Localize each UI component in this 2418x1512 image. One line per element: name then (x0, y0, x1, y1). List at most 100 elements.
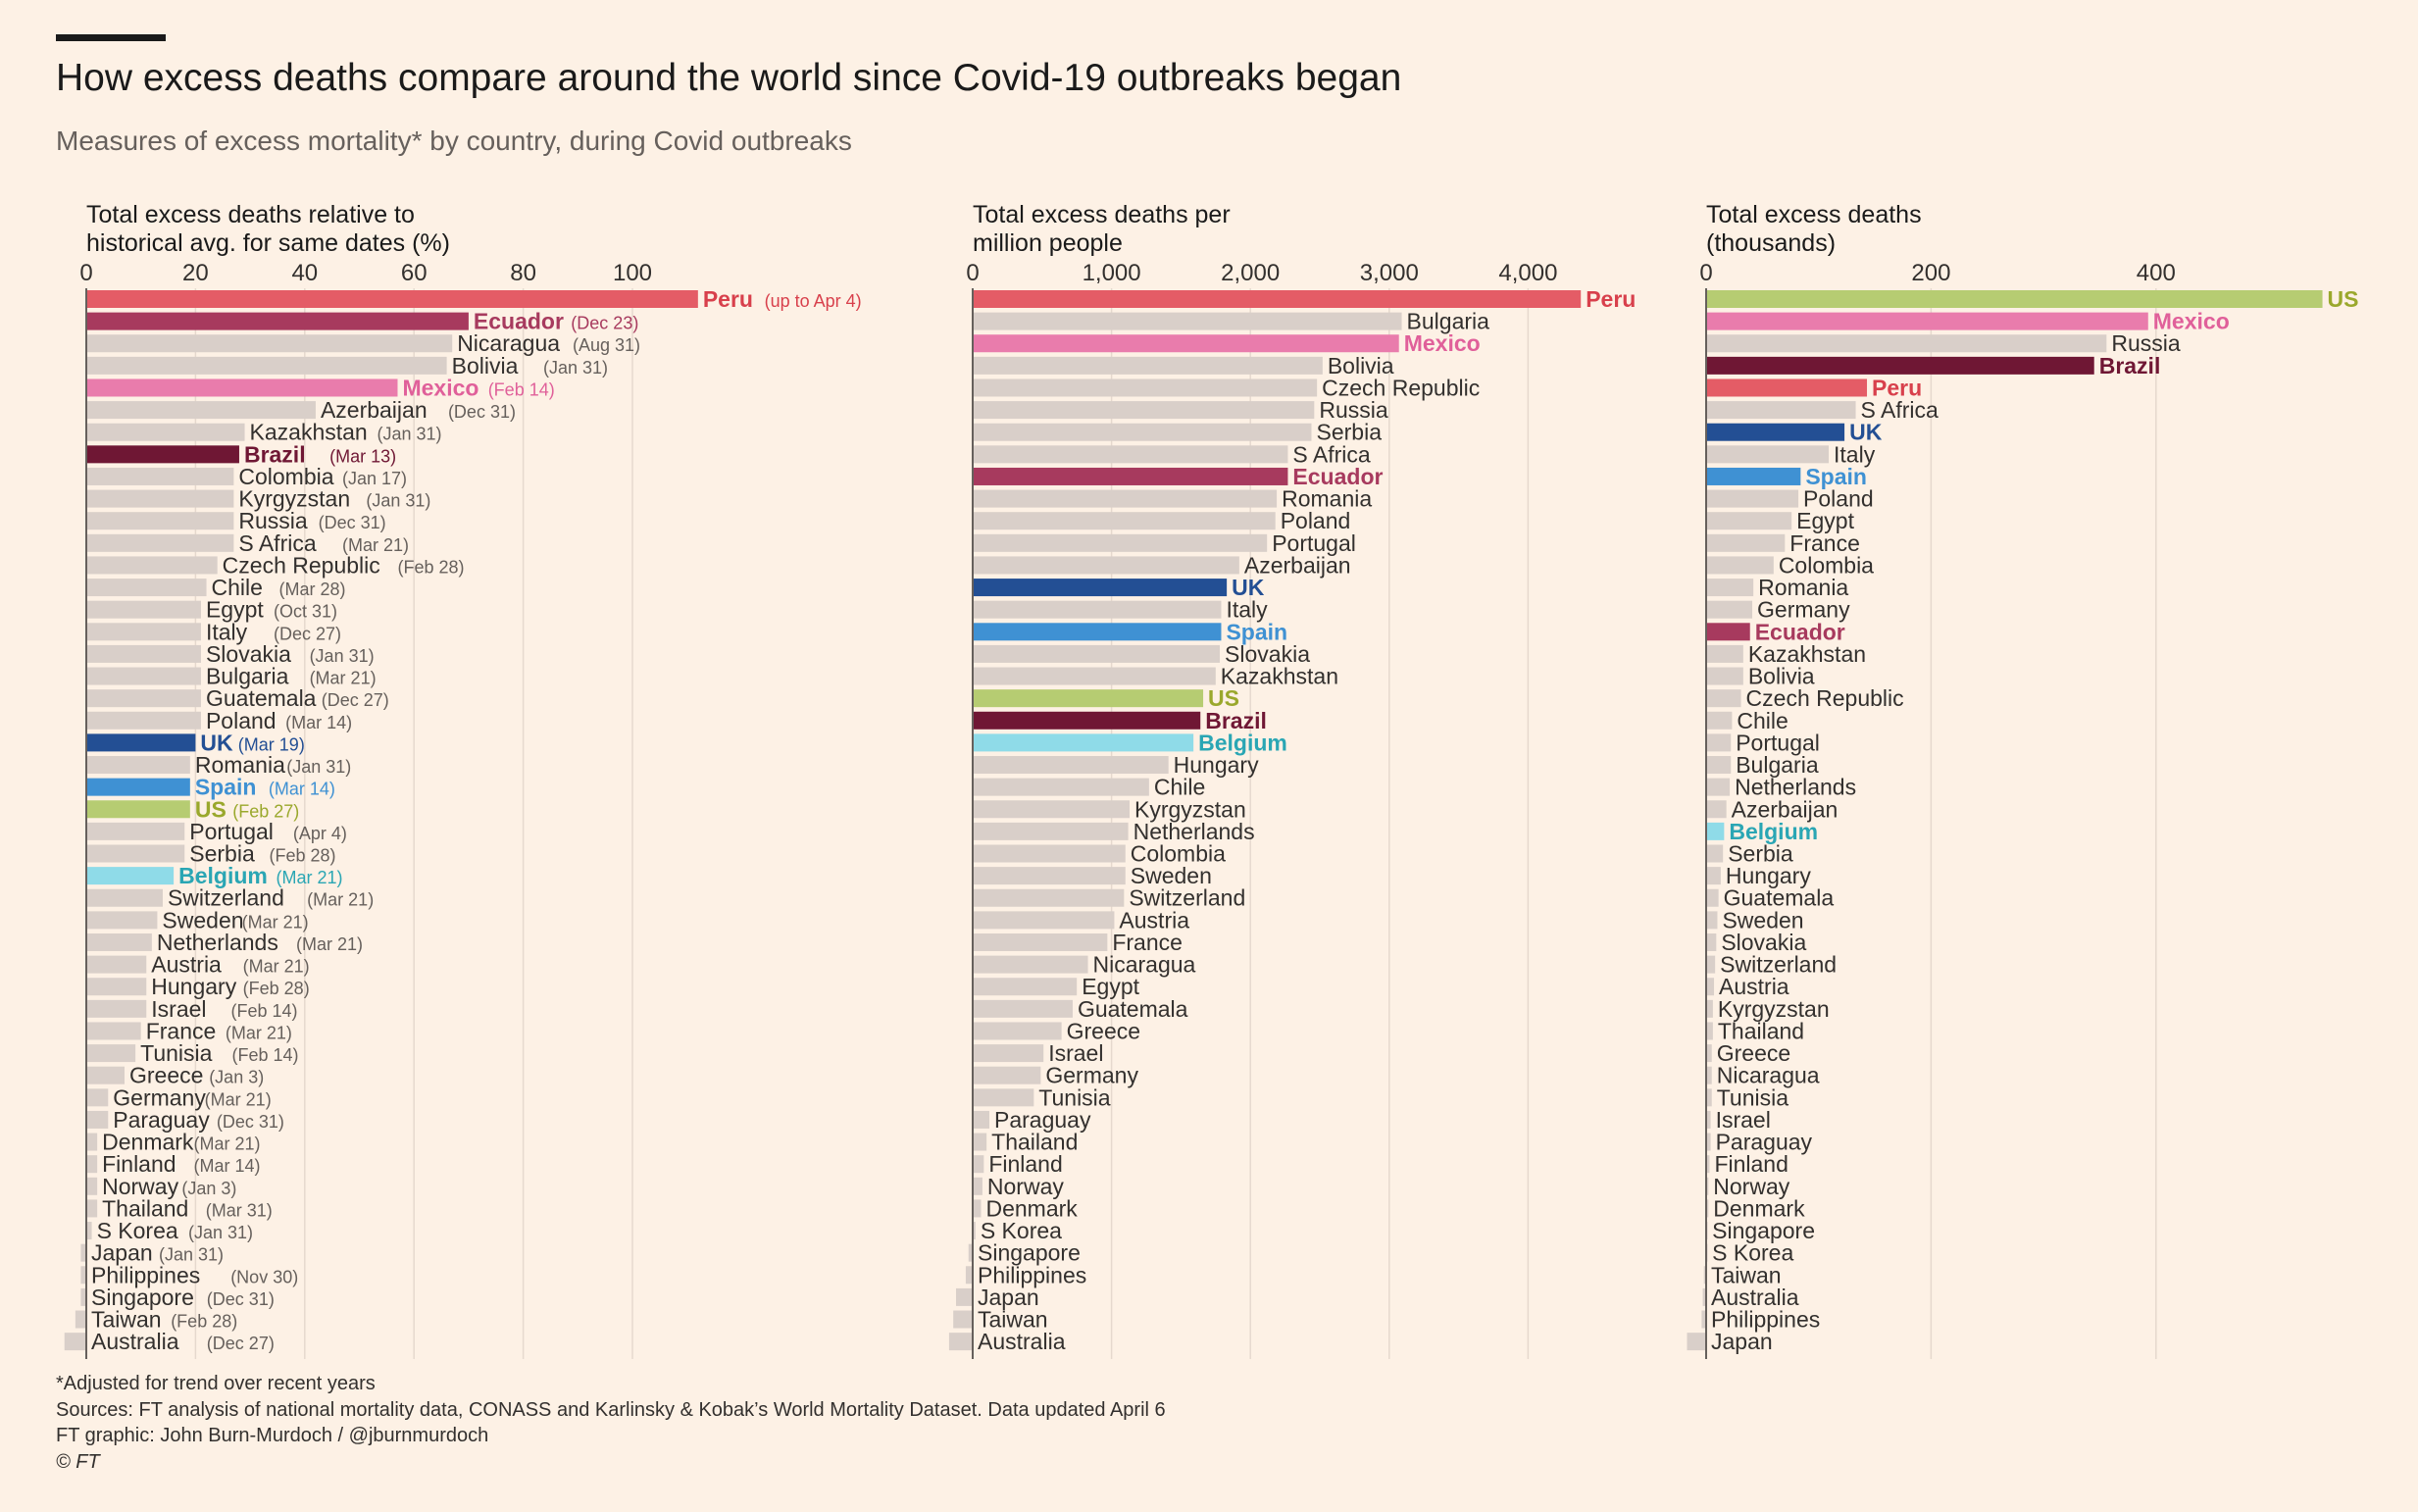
date-label: (Mar 19) (238, 734, 305, 754)
bar (1706, 888, 1719, 907)
bar-label: Japan (91, 1240, 153, 1266)
bar (1706, 423, 1845, 441)
bar (86, 1177, 98, 1195)
date-label: (Apr 4) (293, 824, 347, 843)
bar-label: Kyrgyzstan (1134, 796, 1246, 822)
bar-label: Russia (1319, 397, 1388, 423)
bar-label: US (195, 796, 227, 822)
bar-label: Spain (1226, 619, 1287, 644)
chart-subtitle: Measures of excess mortality* by country… (56, 126, 852, 156)
charts-svg: Total excess deaths relative tohistorica… (64, 201, 2359, 1359)
date-label: (Mar 21) (226, 1023, 292, 1042)
date-label: (Mar 14) (269, 780, 335, 799)
panel-title: Total excess deaths (1706, 201, 1922, 228)
bar (86, 533, 234, 552)
bar-label: Australia (978, 1329, 1066, 1354)
bar-label: Sweden (162, 907, 243, 932)
bar (86, 778, 190, 796)
bar (973, 644, 1221, 663)
bar (86, 1022, 141, 1040)
bar-label: Bolivia (452, 353, 519, 378)
bar-label: Sweden (1722, 907, 1803, 932)
bar-label: Germany (1045, 1063, 1138, 1088)
bar-label: Guatemala (1724, 885, 1835, 911)
bar (86, 844, 185, 863)
bar (973, 512, 1276, 530)
bar-label: Chile (212, 575, 263, 600)
bar (973, 756, 1169, 775)
date-label: (Mar 21) (310, 669, 377, 688)
bar-label: Paraguay (1716, 1130, 1813, 1155)
bar-label: Ecuador (1292, 464, 1383, 489)
panel-title: historical avg. for same dates (%) (86, 229, 450, 257)
date-label: (Feb 28) (243, 979, 310, 998)
bar-label: Nicaragua (1093, 952, 1196, 978)
bar (86, 711, 201, 730)
bar (973, 1177, 982, 1195)
bar (973, 978, 1078, 996)
bar (1706, 778, 1731, 796)
tick-label: 40 (291, 260, 318, 286)
bar-label: Sweden (1131, 863, 1212, 888)
bar-label: Philippines (91, 1262, 200, 1287)
bar-label: Japan (1711, 1329, 1773, 1354)
bar (86, 467, 234, 485)
bar (1687, 1333, 1706, 1351)
date-label: (Aug 31) (573, 335, 640, 355)
bar (1706, 800, 1727, 819)
bar (86, 955, 147, 974)
bar-label: Egypt (1082, 974, 1139, 999)
tick-label: 100 (613, 260, 652, 286)
bar (953, 1310, 973, 1329)
bar-label: Philippines (1711, 1307, 1820, 1333)
bar-label: Taiwan (1711, 1262, 1782, 1287)
header-rule (56, 34, 166, 41)
bar (1706, 401, 1856, 420)
bar-label: Ecuador (1755, 619, 1845, 644)
bar (973, 955, 1088, 974)
date-label: (Jan 31) (366, 491, 430, 511)
bar-label: Czech Republic (1322, 375, 1480, 400)
date-label: (Mar 28) (279, 580, 346, 599)
bar-label: Slovakia (206, 641, 291, 667)
bar-label: Italy (1834, 441, 1876, 467)
bar (973, 312, 1402, 330)
bar (973, 1066, 1041, 1084)
bar-label: Chile (1154, 775, 1205, 800)
bar-label: Serbia (1728, 841, 1793, 867)
bar-label: Australia (91, 1329, 179, 1354)
bar-label: Russia (238, 508, 308, 533)
bar (948, 1333, 973, 1351)
bar-label: Poland (1281, 508, 1351, 533)
bar-label: Bolivia (1328, 353, 1394, 378)
bar (1706, 334, 2107, 353)
bar (973, 1044, 1044, 1063)
date-label: (Dec 27) (274, 624, 341, 643)
date-label: (Jan 31) (378, 425, 442, 444)
bar-label: Greece (1067, 1018, 1140, 1043)
bar (973, 556, 1239, 575)
date-label: (Mar 21) (242, 912, 309, 932)
tick-label: 1,000 (1083, 260, 1141, 286)
bar (973, 711, 1201, 730)
bar-label: Romania (195, 752, 285, 778)
bar-label: Italy (1226, 597, 1268, 623)
bar-label: UK (1849, 420, 1883, 445)
date-label: (Dec 27) (207, 1334, 275, 1353)
bar (1706, 579, 1754, 597)
bar (1706, 999, 1713, 1018)
bar (86, 999, 147, 1018)
bar (86, 489, 234, 508)
date-label: (Dec 31) (217, 1112, 284, 1132)
bar-label: Brazil (244, 441, 306, 467)
bar (1706, 623, 1750, 641)
date-label: (Feb 14) (232, 1045, 299, 1065)
bar-label: Tunisia (1717, 1084, 1788, 1110)
bar-label: Norway (1713, 1174, 1789, 1199)
sources-note: Sources: FT analysis of national mortali… (56, 1398, 1166, 1421)
bar (1706, 1044, 1712, 1063)
bar-label: Kyrgyzstan (1718, 996, 1830, 1022)
date-label: (Nov 30) (230, 1267, 298, 1286)
bar-label: Finland (1714, 1151, 1788, 1177)
bar-label: Czech Republic (1746, 685, 1904, 711)
